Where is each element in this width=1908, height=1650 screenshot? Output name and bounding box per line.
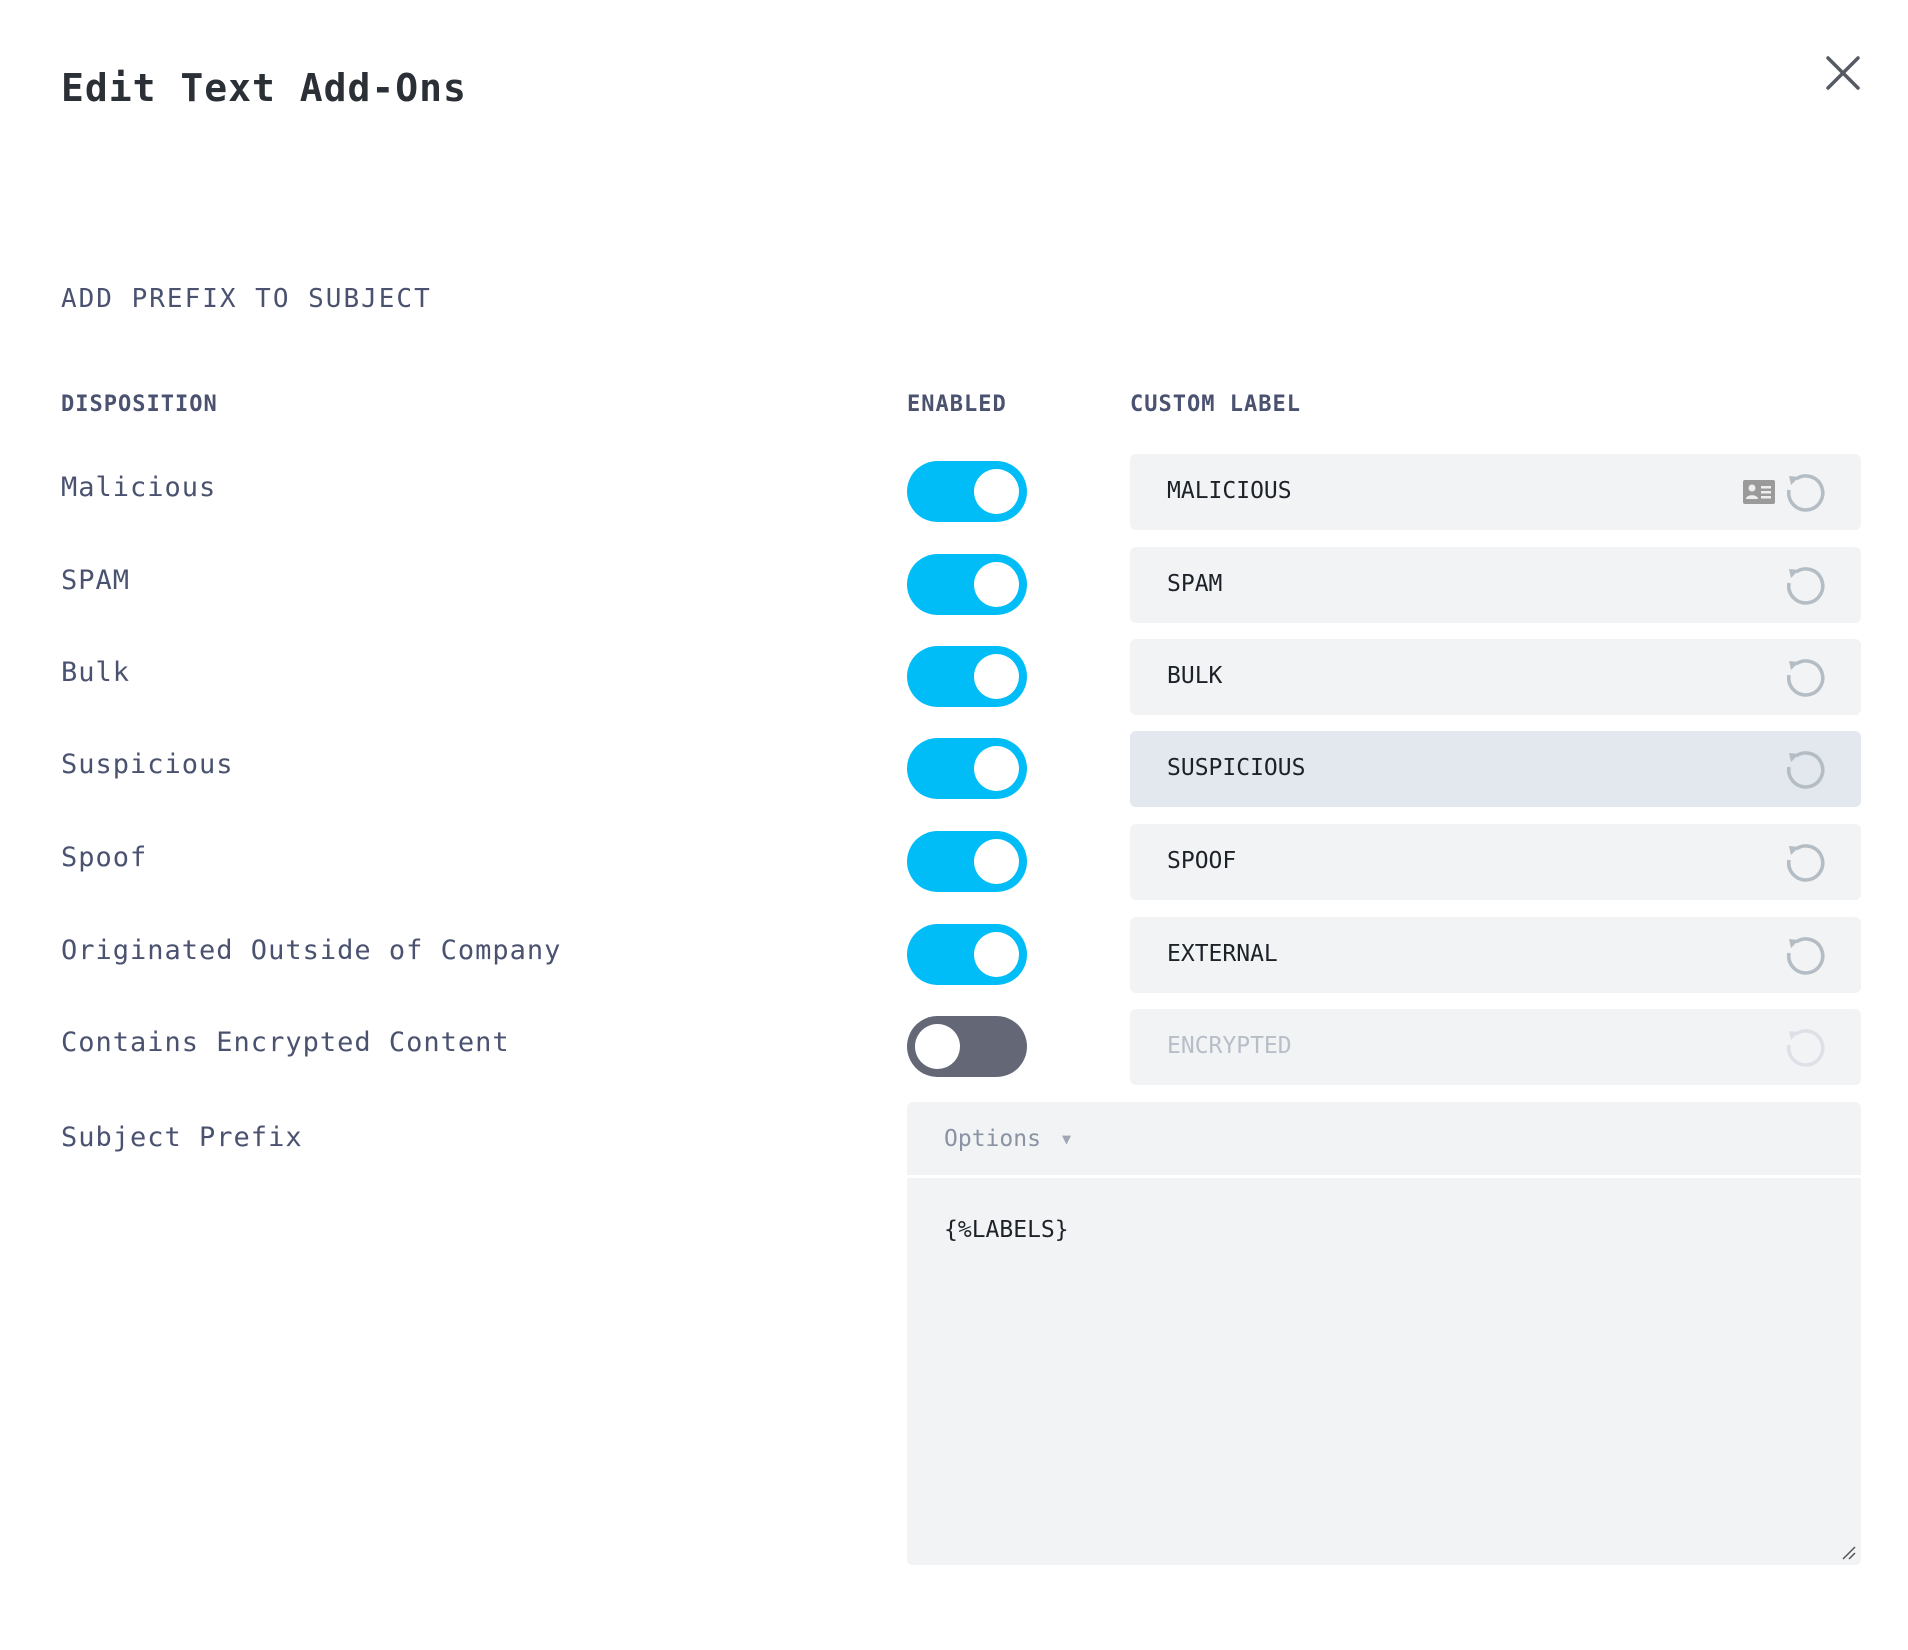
reset-icon[interactable]	[1783, 655, 1827, 699]
toggle-knob	[974, 562, 1019, 607]
toggle-knob	[974, 839, 1019, 884]
subject-prefix-label: Subject Prefix	[61, 1122, 303, 1153]
section-title: ADD PREFIX TO SUBJECT	[61, 284, 432, 314]
enabled-toggle[interactable]	[907, 831, 1027, 892]
disposition-label: Bulk	[61, 657, 131, 688]
disposition-label: Suspicious	[61, 749, 234, 780]
custom-label-input[interactable]: EXTERNAL	[1130, 917, 1861, 993]
custom-label-value: MALICIOUS	[1167, 478, 1292, 504]
disposition-row: Originated Outside of Company EXTERNAL	[0, 917, 1908, 993]
column-header-disposition: DISPOSITION	[61, 392, 218, 417]
disposition-row: Bulk BULK	[0, 639, 1908, 715]
toggle-knob	[915, 1024, 960, 1069]
disposition-row: SPAM SPAM	[0, 547, 1908, 623]
toggle-knob	[974, 654, 1019, 699]
options-dropdown[interactable]: Options ▼	[907, 1102, 1861, 1178]
dialog-title: Edit Text Add-Ons	[61, 66, 467, 110]
close-icon[interactable]	[1822, 52, 1864, 94]
custom-label-input[interactable]: MALICIOUS	[1130, 454, 1861, 530]
disposition-label: Malicious	[61, 472, 217, 503]
subject-prefix-editor: Options ▼ {%LABELS}	[907, 1102, 1861, 1565]
custom-label-value: SPOOF	[1167, 848, 1237, 874]
caret-down-icon: ▼	[1062, 1130, 1072, 1148]
disposition-row: Spoof SPOOF	[0, 824, 1908, 900]
disposition-label: SPAM	[61, 565, 131, 596]
contact-card-icon[interactable]	[1743, 480, 1775, 504]
reset-icon[interactable]	[1783, 470, 1827, 514]
toggle-knob	[974, 746, 1019, 791]
enabled-toggle[interactable]	[907, 461, 1027, 522]
enabled-toggle[interactable]	[907, 924, 1027, 985]
column-header-enabled: ENABLED	[907, 392, 1007, 417]
custom-label-input[interactable]: BULK	[1130, 639, 1861, 715]
reset-icon[interactable]	[1783, 933, 1827, 977]
custom-label-input[interactable]: SUSPICIOUS	[1130, 731, 1861, 807]
subject-prefix-textarea[interactable]: {%LABELS}	[944, 1217, 1069, 1243]
custom-label-value: BULK	[1167, 663, 1223, 689]
custom-label-value: SPAM	[1167, 571, 1223, 597]
custom-label-value: SUSPICIOUS	[1167, 755, 1306, 781]
enabled-toggle[interactable]	[907, 1016, 1027, 1077]
toggle-knob	[974, 469, 1019, 514]
custom-label-value: EXTERNAL	[1167, 941, 1278, 967]
custom-label-input[interactable]: ENCRYPTED	[1130, 1009, 1861, 1085]
disposition-label: Contains Encrypted Content	[61, 1027, 510, 1058]
enabled-toggle[interactable]	[907, 646, 1027, 707]
disposition-row: Suspicious SUSPICIOUS	[0, 731, 1908, 807]
custom-label-input[interactable]: SPOOF	[1130, 824, 1861, 900]
custom-label-input[interactable]: SPAM	[1130, 547, 1861, 623]
reset-icon[interactable]	[1783, 747, 1827, 791]
reset-icon[interactable]	[1783, 1025, 1827, 1069]
disposition-label: Originated Outside of Company	[61, 935, 562, 966]
enabled-toggle[interactable]	[907, 738, 1027, 799]
enabled-toggle[interactable]	[907, 554, 1027, 615]
reset-icon[interactable]	[1783, 563, 1827, 607]
options-label: Options	[944, 1126, 1041, 1152]
resize-handle-icon[interactable]	[1841, 1545, 1857, 1561]
toggle-knob	[974, 932, 1019, 977]
disposition-row: Contains Encrypted Content ENCRYPTED	[0, 1009, 1908, 1085]
column-header-custom-label: CUSTOM LABEL	[1130, 392, 1301, 417]
disposition-label: Spoof	[61, 842, 148, 873]
reset-icon[interactable]	[1783, 840, 1827, 884]
disposition-row: Malicious MALICIOUS	[0, 454, 1908, 530]
custom-label-value: ENCRYPTED	[1167, 1033, 1292, 1059]
